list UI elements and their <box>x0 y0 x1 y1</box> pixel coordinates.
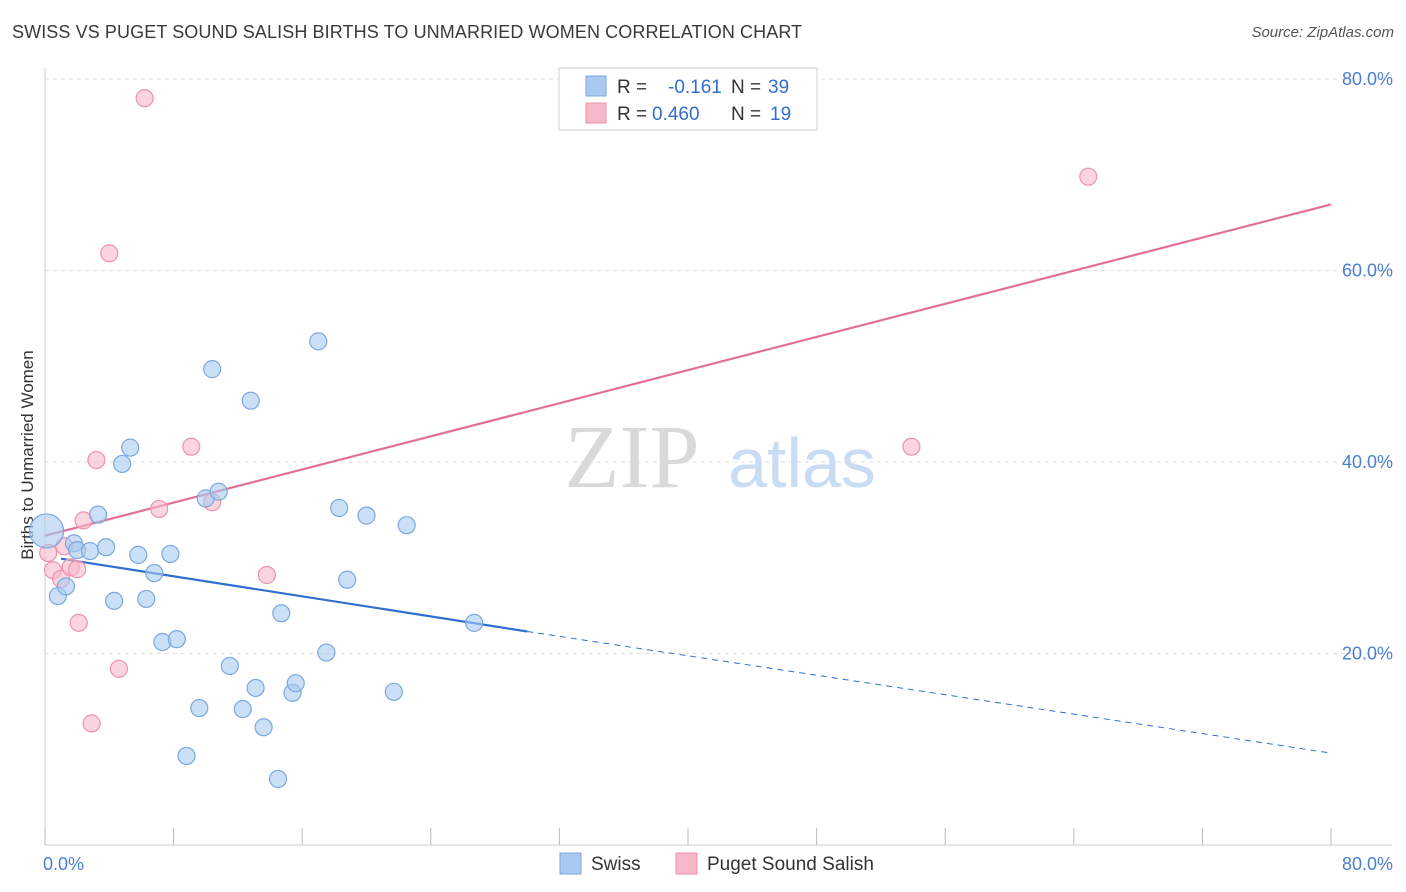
y-axis-title: Births to Unmarried Women <box>18 350 37 559</box>
legend-n-value-1: 39 <box>768 77 789 98</box>
point-salish <box>87 450 106 470</box>
data-points <box>29 89 1098 789</box>
point-swiss <box>121 438 140 457</box>
trend-line-swiss-extension <box>527 630 1332 754</box>
chart-title: SWISS VS PUGET SOUND SALISH BIRTHS TO UN… <box>12 22 803 42</box>
legend-r-value-1: -0.161 <box>668 77 722 98</box>
watermark-zip: ZIP <box>565 408 700 507</box>
series-legend-swatch-salish <box>675 852 698 875</box>
legend-r-label-2: R = <box>617 104 647 125</box>
legend-swatch-swiss <box>585 75 607 97</box>
point-swiss <box>317 643 336 662</box>
chart-source: Source: ZipAtlas.com <box>1251 24 1394 41</box>
point-salish <box>82 714 101 733</box>
point-swiss <box>113 454 132 474</box>
point-swiss <box>233 699 252 719</box>
point-swiss <box>397 516 416 535</box>
point-swiss <box>384 682 403 701</box>
legend-r-value-2: 0.460 <box>652 104 700 125</box>
point-swiss <box>80 541 100 561</box>
point-swiss <box>309 332 328 351</box>
point-salish <box>100 244 119 263</box>
point-swiss <box>268 769 288 789</box>
legend-n-value-2: 19 <box>770 104 791 125</box>
point-swiss <box>246 678 265 698</box>
point-swiss <box>220 656 239 676</box>
point-salish <box>902 437 921 456</box>
point-swiss <box>105 591 124 610</box>
trend-line-swiss <box>60 557 528 633</box>
series-legend: Swiss Puget Sound Salish <box>559 852 874 875</box>
y-tick-label: 20.0% <box>1342 644 1393 664</box>
x-tick-label: 80.0% <box>1342 854 1393 874</box>
point-salish <box>68 560 87 579</box>
point-swiss <box>177 746 196 766</box>
point-salish <box>182 437 201 456</box>
point-swiss <box>56 577 75 596</box>
correlation-legend: R = -0.161 N = 39 R = 0.460 N = 19 <box>558 67 818 131</box>
point-salish <box>69 613 88 632</box>
point-swiss <box>137 589 156 609</box>
x-tick-label: 0.0% <box>43 854 84 874</box>
point-swiss <box>357 506 376 525</box>
tick-labels: 20.0% 40.0% 60.0% 80.0% 0.0% 80.0% <box>43 69 1393 874</box>
y-tick-label: 80.0% <box>1342 69 1393 89</box>
watermark-atlas: atlas <box>728 424 876 502</box>
point-swiss <box>96 538 116 557</box>
axes <box>44 68 1392 846</box>
point-salish <box>135 89 154 108</box>
series-legend-swatch-swiss <box>559 852 582 875</box>
trend-lines <box>44 203 1332 754</box>
legend-r-label-1: R = <box>617 77 647 98</box>
point-swiss <box>88 505 108 524</box>
series-legend-label-salish: Puget Sound Salish <box>707 854 874 875</box>
gridlines <box>45 78 1392 654</box>
point-swiss <box>29 513 65 549</box>
legend-n-label-2: N = <box>731 104 761 125</box>
point-swiss <box>129 545 148 564</box>
trend-line-salish <box>44 203 1332 537</box>
watermark: ZIP atlas <box>565 408 876 507</box>
point-swiss <box>241 391 260 410</box>
point-swiss <box>190 698 209 718</box>
point-swiss <box>167 630 186 649</box>
legend-n-label-1: N = <box>731 77 761 98</box>
y-tick-label: 40.0% <box>1342 452 1393 472</box>
point-swiss <box>465 613 484 632</box>
point-swiss <box>272 604 291 623</box>
point-salish <box>150 499 169 519</box>
point-salish <box>1079 167 1098 186</box>
point-swiss <box>254 718 273 737</box>
point-swiss <box>145 563 164 583</box>
point-salish <box>109 659 129 678</box>
series-legend-label-swiss: Swiss <box>591 854 641 875</box>
point-swiss <box>203 360 222 379</box>
point-swiss <box>286 674 305 693</box>
y-tick-label: 60.0% <box>1342 261 1393 281</box>
point-swiss <box>338 570 357 589</box>
point-salish <box>257 565 276 585</box>
legend-swatch-salish <box>585 102 607 124</box>
point-swiss <box>330 498 349 518</box>
point-swiss <box>209 482 228 501</box>
point-swiss <box>161 544 180 564</box>
